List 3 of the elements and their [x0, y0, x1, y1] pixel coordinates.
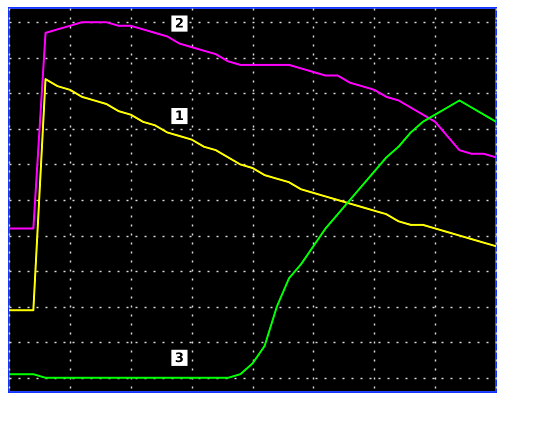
- series-label: 1: [174, 109, 184, 124]
- series-label: 3: [174, 350, 184, 366]
- series-label: 2: [174, 16, 184, 32]
